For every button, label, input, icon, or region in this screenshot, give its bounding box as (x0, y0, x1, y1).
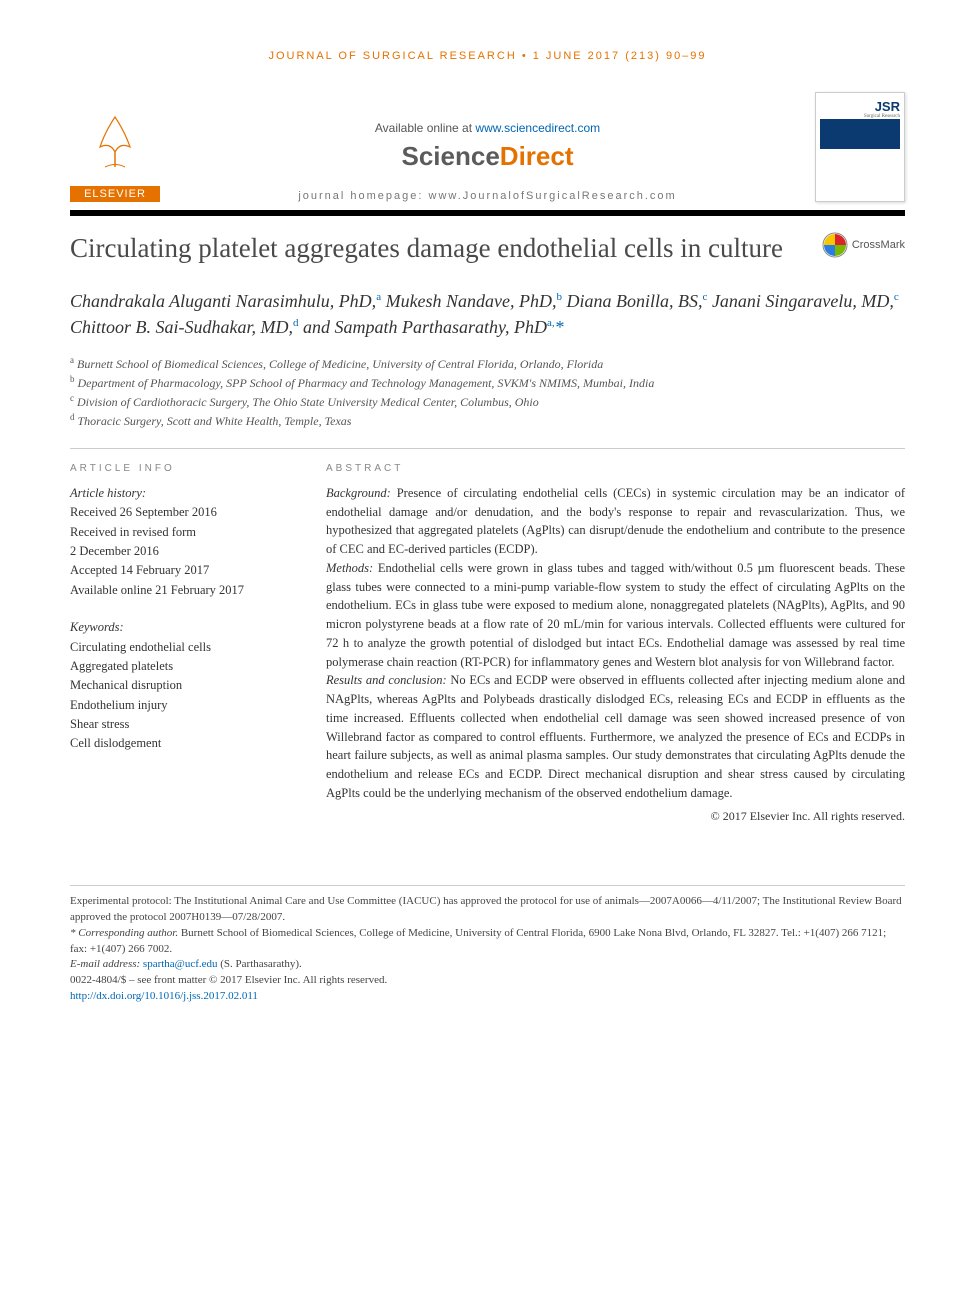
corr-text: Burnett School of Biomedical Sciences, C… (70, 927, 886, 955)
corr-label: * Corresponding author. (70, 927, 178, 939)
keyword: Mechanical disruption (70, 676, 290, 695)
keyword: Shear stress (70, 715, 290, 734)
copyright: © 2017 Elsevier Inc. All rights reserved… (326, 807, 905, 825)
divider-thick (70, 210, 905, 216)
keyword: Cell dislodgement (70, 734, 290, 753)
email-link[interactable]: spartha@ucf.edu (143, 958, 218, 970)
affiliation: d Thoracic Surgery, Scott and White Heal… (70, 411, 905, 430)
keyword: Aggregated platelets (70, 657, 290, 676)
title-row: Circulating platelet aggregates damage e… (70, 232, 905, 266)
homepage-label: journal homepage: (298, 190, 428, 202)
journal-cover[interactable]: JSR Surgical Research (815, 92, 905, 202)
affiliation: b Department of Pharmacology, SPP School… (70, 373, 905, 392)
email-tail: (S. Parthasarathy). (218, 958, 302, 970)
history-line: Available online 21 February 2017 (70, 581, 290, 600)
article-history: Article history: Received 26 September 2… (70, 484, 290, 600)
email-line: E-mail address: spartha@ucf.edu (S. Part… (70, 957, 905, 973)
email-label: E-mail address: (70, 958, 143, 970)
results-label: Results and conclusion: (326, 673, 447, 687)
article-title: Circulating platelet aggregates damage e… (70, 232, 822, 266)
methods-label: Methods: (326, 561, 373, 575)
sciencedirect-logo[interactable]: ScienceDirect (160, 141, 815, 172)
abstract-body: Background: Presence of circulating endo… (326, 484, 905, 825)
history-line: 2 December 2016 (70, 542, 290, 561)
available-online: Available online at www.sciencedirect.co… (160, 121, 815, 135)
background-text: Presence of circulating endothelial cell… (326, 486, 905, 556)
doi-link[interactable]: http://dx.doi.org/10.1016/j.jss.2017.02.… (70, 990, 258, 1002)
masthead-center: Available online at www.sciencedirect.co… (160, 121, 815, 202)
background-label: Background: (326, 486, 391, 500)
cover-art (820, 119, 900, 149)
elsevier-logo[interactable]: ELSEVIER (70, 107, 160, 202)
footnotes: Experimental protocol: The Institutional… (70, 885, 905, 1006)
affiliations: a Burnett School of Biomedical Sciences,… (70, 354, 905, 430)
history-label: Article history: (70, 484, 290, 503)
keyword: Endothelium injury (70, 696, 290, 715)
authors: Chandrakala Aluganti Narasimhulu, PhD,a … (70, 288, 905, 340)
corresponding-author: * Corresponding author. Burnett School o… (70, 926, 905, 958)
masthead: ELSEVIER Available online at www.science… (70, 92, 905, 202)
jsr-title: JSR (820, 99, 900, 114)
running-head: JOURNAL OF SURGICAL RESEARCH • 1 JUNE 20… (70, 50, 905, 62)
protocol-note: Experimental protocol: The Institutional… (70, 894, 905, 926)
methods-text: Endothelial cells were grown in glass tu… (326, 561, 905, 669)
history-line: Received in revised form (70, 523, 290, 542)
affiliation: a Burnett School of Biomedical Sciences,… (70, 354, 905, 373)
history-line: Accepted 14 February 2017 (70, 561, 290, 580)
keywords-block: Keywords: Circulating endothelial cellsA… (70, 618, 290, 754)
keywords-label: Keywords: (70, 618, 290, 637)
available-text: Available online at (375, 121, 476, 135)
affiliation: c Division of Cardiothoracic Surgery, Th… (70, 392, 905, 411)
keyword: Circulating endothelial cells (70, 638, 290, 657)
journal-homepage: journal homepage: www.JournalofSurgicalR… (160, 190, 815, 202)
two-column-body: ARTICLE INFO Article history: Received 2… (70, 448, 905, 825)
results-text: No ECs and ECDP were observed in effluen… (326, 673, 905, 800)
elsevier-tree-icon (80, 107, 150, 177)
sciencedirect-link[interactable]: www.sciencedirect.com (475, 121, 600, 135)
crossmark-icon (822, 232, 848, 258)
crossmark-badge[interactable]: CrossMark (822, 232, 905, 258)
sd-word-1: Science (402, 141, 500, 171)
article-info-head: ARTICLE INFO (70, 463, 290, 474)
history-line: Received 26 September 2016 (70, 503, 290, 522)
article-info-column: ARTICLE INFO Article history: Received 2… (70, 463, 290, 825)
sd-word-2: Direct (500, 141, 574, 171)
abstract-column: ABSTRACT Background: Presence of circula… (326, 463, 905, 825)
homepage-url[interactable]: www.JournalofSurgicalResearch.com (429, 190, 677, 202)
crossmark-label: CrossMark (852, 239, 905, 251)
elsevier-label: ELSEVIER (70, 186, 160, 202)
abstract-head: ABSTRACT (326, 463, 905, 474)
issn-line: 0022-4804/$ – see front matter © 2017 El… (70, 973, 905, 989)
